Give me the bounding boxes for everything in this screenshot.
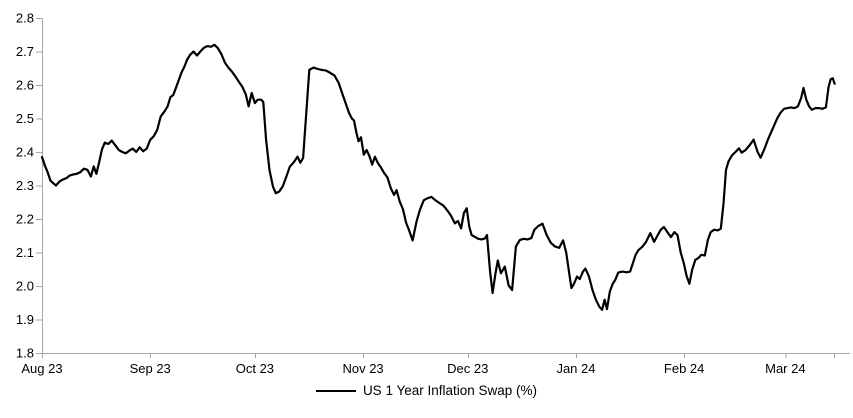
x-tick-label: Mar 24 [765, 361, 805, 376]
y-tick-label: 2.5 [16, 111, 34, 126]
y-tick-label: 2.1 [16, 245, 34, 260]
y-tick-label: 2.6 [16, 78, 34, 93]
y-tick-label: 2.7 [16, 44, 34, 59]
x-tick-label: Jan 24 [556, 361, 595, 376]
y-tick-label: 2.4 [16, 145, 34, 160]
y-tick-label: 2.2 [16, 212, 34, 227]
x-tick-label: Oct 23 [236, 361, 274, 376]
series-line [40, 43, 836, 311]
y-tick-label: 1.9 [16, 312, 34, 327]
x-tick-label: Sep 23 [130, 361, 171, 376]
x-tick-label: Aug 23 [21, 361, 62, 376]
x-tick-label: Dec 23 [447, 361, 488, 376]
y-tick-label: 1.8 [16, 346, 34, 361]
y-tick-label: 2.8 [16, 11, 34, 26]
y-tick-label: 2.3 [16, 178, 34, 193]
x-tick-label: Nov 23 [342, 361, 383, 376]
x-tick-label: Feb 24 [664, 361, 704, 376]
y-tick-label: 2.0 [16, 279, 34, 294]
